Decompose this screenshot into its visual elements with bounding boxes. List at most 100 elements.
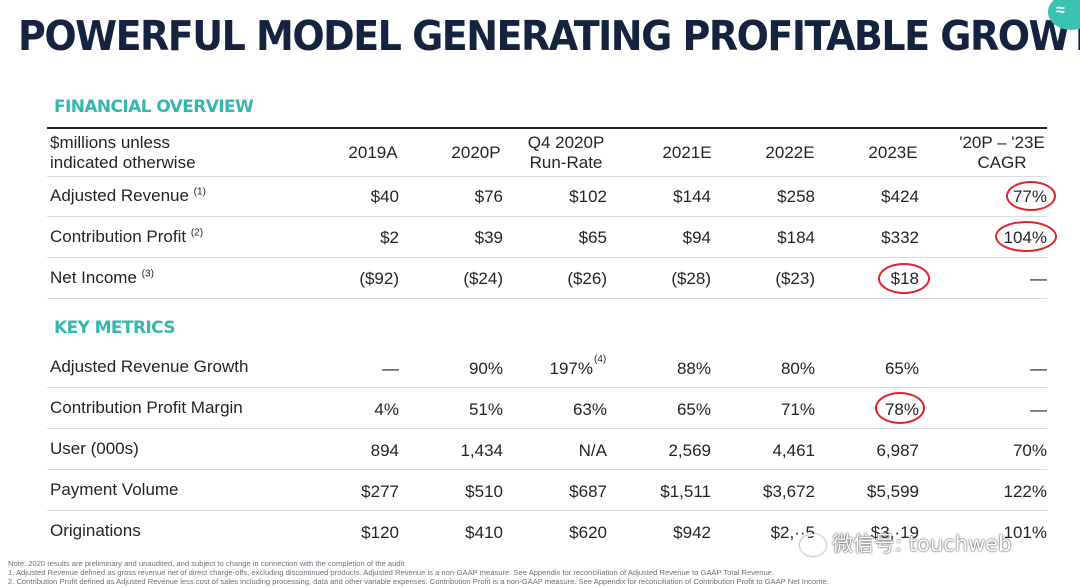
row-label-text: Contribution Profit bbox=[50, 227, 187, 246]
row-divider bbox=[47, 216, 1047, 217]
metric-label: User (000s) bbox=[50, 439, 139, 458]
table-cell: $102 bbox=[569, 187, 607, 206]
table-cell: $184 bbox=[777, 228, 815, 247]
row-divider bbox=[47, 510, 1047, 511]
row-label: Net Income (3) bbox=[50, 268, 154, 288]
table-cell: $144 bbox=[673, 187, 711, 206]
table-cell: $942 bbox=[673, 523, 711, 542]
highlight-circle-net-income-2023 bbox=[878, 263, 930, 294]
watermark-text: 微信号: touchweb bbox=[832, 532, 1012, 556]
table-cell: 894 bbox=[370, 441, 399, 460]
column-header: 2019A bbox=[348, 143, 398, 162]
table-cell: 4% bbox=[374, 400, 399, 419]
table-cell: — bbox=[1030, 269, 1047, 288]
table-cell: $687 bbox=[569, 482, 607, 501]
footnote-2: 2. Contribution Profit defined as Adjust… bbox=[8, 577, 829, 586]
table-cell: $620 bbox=[569, 523, 607, 542]
table-cell: $3,·19 bbox=[870, 523, 919, 542]
table-cell: — bbox=[1030, 400, 1047, 419]
header-rule bbox=[47, 176, 1047, 177]
header-label-line2: indicated otherwise bbox=[50, 153, 196, 172]
table-cell: $424 bbox=[881, 187, 919, 206]
highlight-circle-margin-2023 bbox=[875, 392, 925, 424]
table-cell: $1,511 bbox=[660, 482, 711, 501]
table-cell: — bbox=[1030, 359, 1047, 378]
table-cell: $76 bbox=[474, 187, 503, 206]
section-key-metrics: KEY METRICS bbox=[54, 318, 176, 338]
table-cell: 88% bbox=[676, 359, 711, 378]
column-header: 2020P bbox=[451, 143, 501, 162]
financial-bottom-rule bbox=[47, 298, 1047, 299]
column-header: Q4 2020P bbox=[527, 133, 605, 152]
footnote-1: 1. Adjusted Revenue defined as gross rev… bbox=[8, 568, 775, 577]
table-cell: $510 bbox=[465, 482, 503, 501]
row-divider bbox=[47, 387, 1047, 388]
table-cell: 63% bbox=[572, 400, 607, 419]
metric-label: Payment Volume bbox=[50, 480, 179, 499]
row-label: Adjusted Revenue (1) bbox=[50, 186, 206, 206]
table-cell: 1,434 bbox=[460, 441, 503, 460]
table-cell: 197% bbox=[549, 359, 593, 378]
table-top-rule bbox=[47, 127, 1047, 129]
table-cell: $2 bbox=[380, 228, 399, 247]
row-divider bbox=[47, 469, 1047, 470]
table-cell: ($24) bbox=[463, 269, 503, 288]
metric-label: Originations bbox=[50, 521, 141, 540]
column-header: 2021E bbox=[662, 143, 712, 162]
table-cell: $65 bbox=[578, 228, 607, 247]
metric-label: Adjusted Revenue Growth bbox=[50, 357, 249, 376]
table-cell: $2,··5 bbox=[770, 523, 815, 542]
column-header-sub: CAGR bbox=[977, 153, 1027, 172]
table-cell: — bbox=[382, 359, 399, 378]
table-cell: ($26) bbox=[567, 269, 607, 288]
table-cell: ($28) bbox=[671, 269, 711, 288]
table-cell: $258 bbox=[777, 187, 815, 206]
table-cell: $94 bbox=[682, 228, 711, 247]
row-divider bbox=[47, 428, 1047, 429]
table-cell: $120 bbox=[361, 523, 399, 542]
logo-mark: ≈ bbox=[1056, 2, 1065, 19]
table-cell: $3,672 bbox=[763, 482, 815, 501]
table-cell: ($23) bbox=[775, 269, 815, 288]
table-cell: 70% bbox=[1012, 441, 1047, 460]
table-cell: 4,461 bbox=[772, 441, 815, 460]
footnote-0: Note: 2020 results are preliminary and u… bbox=[8, 559, 405, 568]
row-footnote-ref: (2) bbox=[190, 227, 204, 239]
table-cell: $40 bbox=[370, 187, 399, 206]
table-cell: 80% bbox=[780, 359, 815, 378]
highlight-circle-profit-cagr bbox=[995, 221, 1057, 252]
highlight-circle-revenue-cagr bbox=[1006, 181, 1056, 211]
table-cell: $277 bbox=[361, 482, 399, 501]
table-cell: $5,599 bbox=[867, 482, 919, 501]
column-header-sub: Run-Rate bbox=[529, 153, 603, 172]
section-financial-overview: FINANCIAL OVERVIEW bbox=[54, 97, 254, 117]
row-label-text: Net Income bbox=[50, 268, 137, 287]
wechat-icon bbox=[800, 534, 826, 556]
table-cell: 122% bbox=[1003, 482, 1047, 501]
table-cell: 65% bbox=[676, 400, 711, 419]
table-cell: 2,569 bbox=[668, 441, 711, 460]
table-cell: 6,987 bbox=[876, 441, 919, 460]
row-label-text: Adjusted Revenue bbox=[50, 186, 189, 205]
row-footnote-ref: (3) bbox=[141, 268, 154, 280]
table-cell: $39 bbox=[474, 228, 503, 247]
watermark: 微信号: touchweb bbox=[800, 528, 1070, 556]
table-cell: 51% bbox=[468, 400, 503, 419]
table-cell: 90% bbox=[468, 359, 503, 378]
header-label-line1: $millions unless bbox=[50, 133, 170, 152]
table-cell: 71% bbox=[780, 400, 815, 419]
metric-label: Contribution Profit Margin bbox=[50, 398, 243, 417]
table-cell: $332 bbox=[881, 228, 919, 247]
table-cell: $410 bbox=[465, 523, 503, 542]
cell-footnote-ref: (4) bbox=[594, 354, 607, 365]
column-header: 2022E bbox=[765, 143, 815, 162]
table-cell: 101% bbox=[1003, 523, 1047, 542]
column-header: 2023E bbox=[868, 143, 918, 162]
page-title: POWERFUL MODEL GENERATING PROFITABLE GRO… bbox=[18, 12, 1080, 60]
row-label: Contribution Profit (2) bbox=[50, 227, 203, 247]
table-cell: ($92) bbox=[359, 269, 399, 288]
row-divider bbox=[47, 257, 1047, 258]
column-header: '20P – '23E bbox=[959, 133, 1045, 152]
row-footnote-ref: (1) bbox=[193, 186, 206, 198]
table-cell: 65% bbox=[884, 359, 919, 378]
